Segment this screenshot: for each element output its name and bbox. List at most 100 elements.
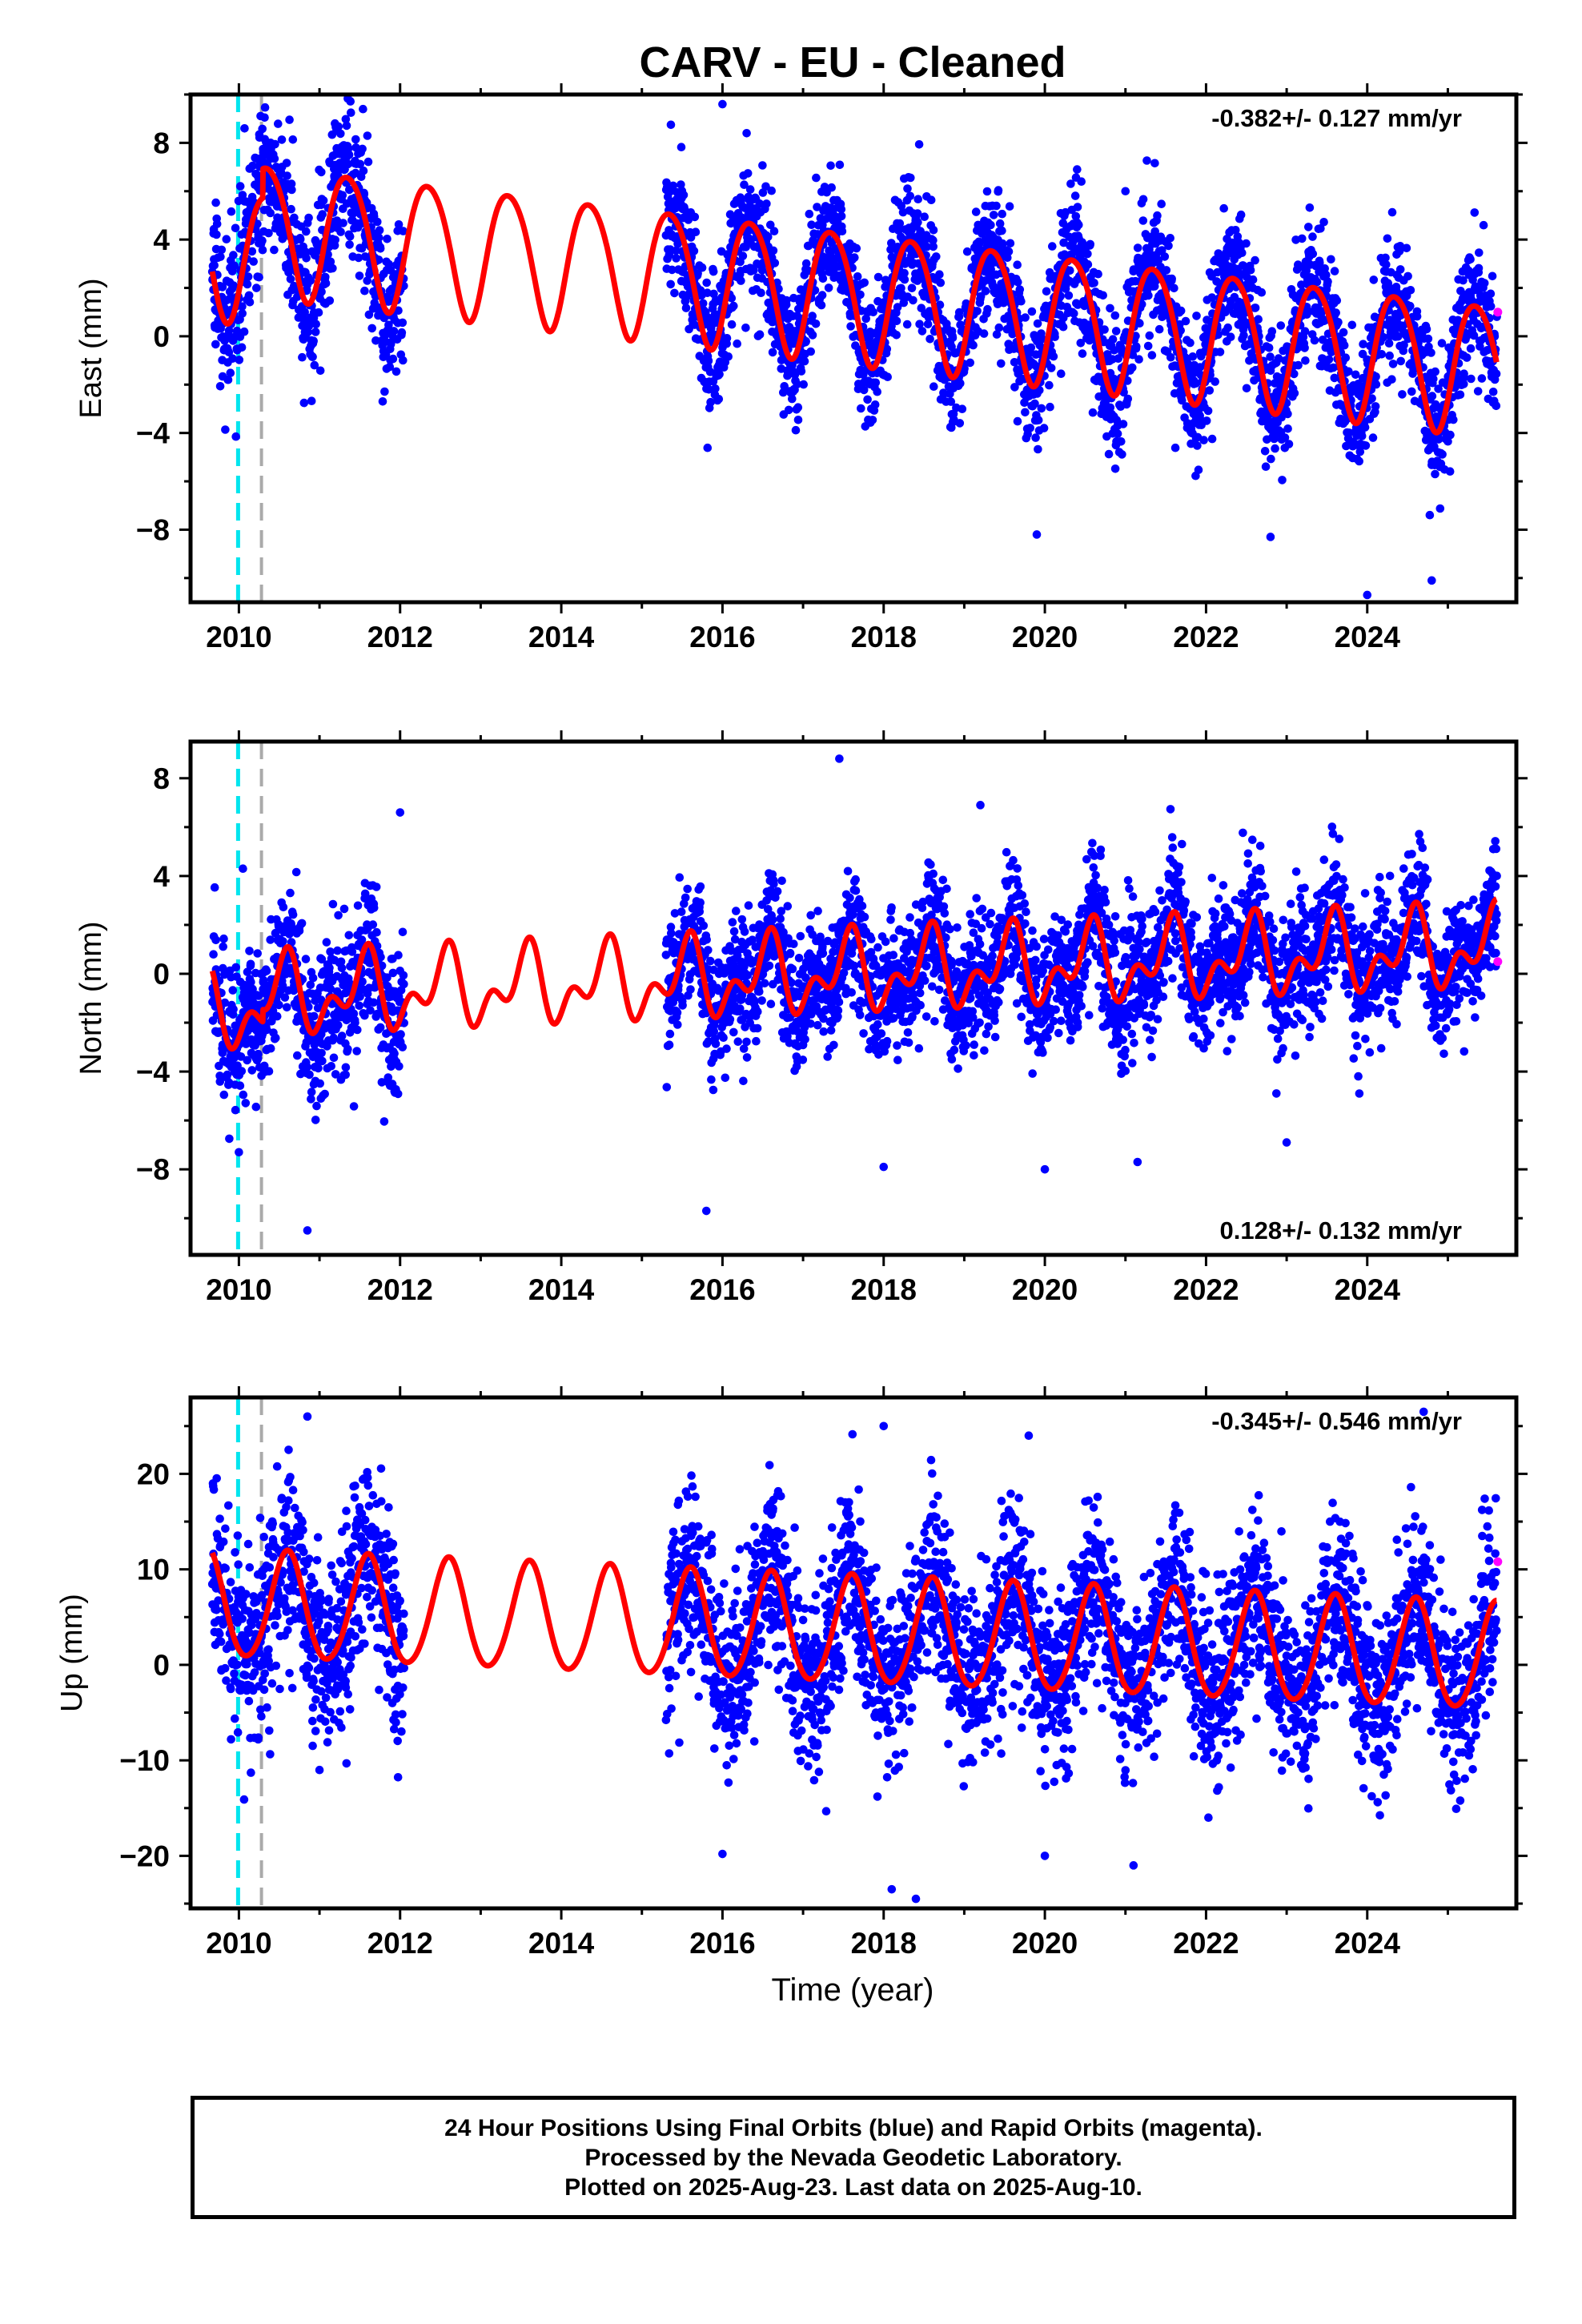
east-data-point bbox=[1236, 210, 1246, 219]
east-data-point bbox=[766, 220, 775, 230]
north-data-point bbox=[251, 1102, 261, 1112]
east-data-point bbox=[1339, 328, 1348, 337]
north-data-point bbox=[729, 927, 739, 936]
east-data-point bbox=[769, 227, 779, 236]
north-data-point bbox=[286, 888, 295, 898]
east-data-point bbox=[926, 195, 936, 204]
north-data-point bbox=[368, 920, 378, 929]
east-data-point bbox=[211, 340, 220, 349]
east-data-point bbox=[217, 245, 227, 255]
east-data-point bbox=[227, 207, 236, 216]
east-data-point bbox=[1010, 358, 1019, 367]
east-data-point bbox=[801, 259, 811, 268]
east-data-point bbox=[1219, 203, 1228, 213]
east-data-point bbox=[826, 161, 835, 171]
east-data-point bbox=[886, 245, 895, 254]
north-data-point bbox=[266, 1043, 275, 1053]
east-data-point bbox=[929, 242, 938, 251]
east-data-point bbox=[1429, 374, 1438, 384]
east-data-point bbox=[321, 279, 331, 288]
east-data-point bbox=[211, 198, 220, 207]
east-plot-area bbox=[207, 94, 1501, 602]
east-data-point bbox=[342, 121, 351, 131]
north-data-point bbox=[699, 921, 709, 931]
north-data-point bbox=[245, 947, 254, 955]
east-data-point bbox=[1294, 360, 1303, 370]
north-data-point bbox=[229, 1005, 238, 1014]
east-data-point bbox=[757, 288, 765, 298]
east-data-point bbox=[373, 217, 382, 227]
east-data-point bbox=[1456, 390, 1465, 400]
north-data-point bbox=[725, 1015, 735, 1024]
east-data-point bbox=[1486, 302, 1496, 311]
east-data-point bbox=[1449, 415, 1458, 424]
north-data-point bbox=[728, 918, 737, 927]
east-data-point bbox=[1030, 399, 1039, 408]
east-data-point bbox=[706, 397, 715, 407]
north-data-point bbox=[753, 1007, 762, 1016]
east-data-point bbox=[906, 173, 915, 183]
east-data-point bbox=[244, 291, 254, 300]
east-data-point bbox=[1050, 332, 1059, 342]
east-data-point bbox=[935, 270, 944, 279]
east-data-point bbox=[1064, 291, 1074, 300]
east-data-point bbox=[345, 240, 354, 249]
east-data-point bbox=[994, 186, 1003, 195]
east-data-point bbox=[729, 301, 738, 311]
east-data-point bbox=[1271, 444, 1279, 453]
east-data-point bbox=[1387, 207, 1397, 217]
east-data-point bbox=[226, 368, 235, 378]
east-data-point bbox=[668, 265, 677, 275]
east-data-point bbox=[1014, 278, 1022, 287]
east-data-point bbox=[883, 372, 892, 382]
east-data-point bbox=[1474, 263, 1484, 273]
east-data-point bbox=[1039, 424, 1049, 432]
east-data-point bbox=[1164, 241, 1173, 251]
east-data-point bbox=[727, 320, 737, 329]
east-data-point bbox=[1150, 159, 1159, 168]
north-data-point bbox=[241, 1099, 251, 1108]
east-data-point bbox=[1015, 285, 1025, 294]
east-data-point bbox=[1223, 323, 1232, 332]
east-data-point bbox=[1004, 247, 1014, 256]
north-data-point bbox=[765, 961, 774, 971]
north-data-point bbox=[398, 1043, 408, 1051]
east-data-point bbox=[1251, 255, 1259, 265]
east-data-point bbox=[807, 220, 816, 230]
east-data-point bbox=[784, 405, 793, 415]
east-data-point bbox=[705, 385, 713, 394]
east-outlier-point bbox=[718, 99, 727, 109]
north-data-point bbox=[341, 1070, 351, 1080]
east-data-point bbox=[367, 324, 377, 333]
east-x-tick-label: 2012 bbox=[367, 621, 433, 653]
east-data-point bbox=[1154, 324, 1164, 334]
east-data-point bbox=[302, 254, 311, 263]
east-y-tick-label: 0 bbox=[153, 320, 170, 353]
east-data-point bbox=[892, 316, 901, 326]
east-data-point bbox=[827, 183, 836, 192]
east-data-point bbox=[1005, 202, 1014, 211]
east-data-point bbox=[797, 367, 806, 376]
north-data-point bbox=[667, 929, 676, 938]
east-data-point bbox=[223, 375, 233, 384]
east-data-point bbox=[1013, 416, 1022, 426]
east-data-point bbox=[1162, 266, 1171, 275]
north-data-point bbox=[219, 942, 228, 951]
east-data-point bbox=[769, 246, 778, 255]
east-data-point bbox=[288, 135, 298, 144]
east-data-point bbox=[909, 296, 917, 305]
east-data-point bbox=[1058, 219, 1068, 227]
east-data-point bbox=[228, 354, 237, 364]
east-data-point bbox=[295, 235, 305, 244]
north-data-point bbox=[311, 1116, 320, 1124]
east-data-point bbox=[1110, 464, 1120, 473]
east-data-point bbox=[258, 124, 267, 134]
north-data-point bbox=[395, 1062, 404, 1071]
east-data-point bbox=[1207, 434, 1217, 444]
east-data-point bbox=[314, 308, 323, 317]
east-data-point bbox=[1037, 404, 1046, 413]
east-data-point bbox=[1046, 402, 1054, 412]
north-data-point bbox=[225, 1134, 234, 1144]
north-data-point bbox=[279, 903, 288, 911]
north-data-point bbox=[219, 1090, 229, 1100]
